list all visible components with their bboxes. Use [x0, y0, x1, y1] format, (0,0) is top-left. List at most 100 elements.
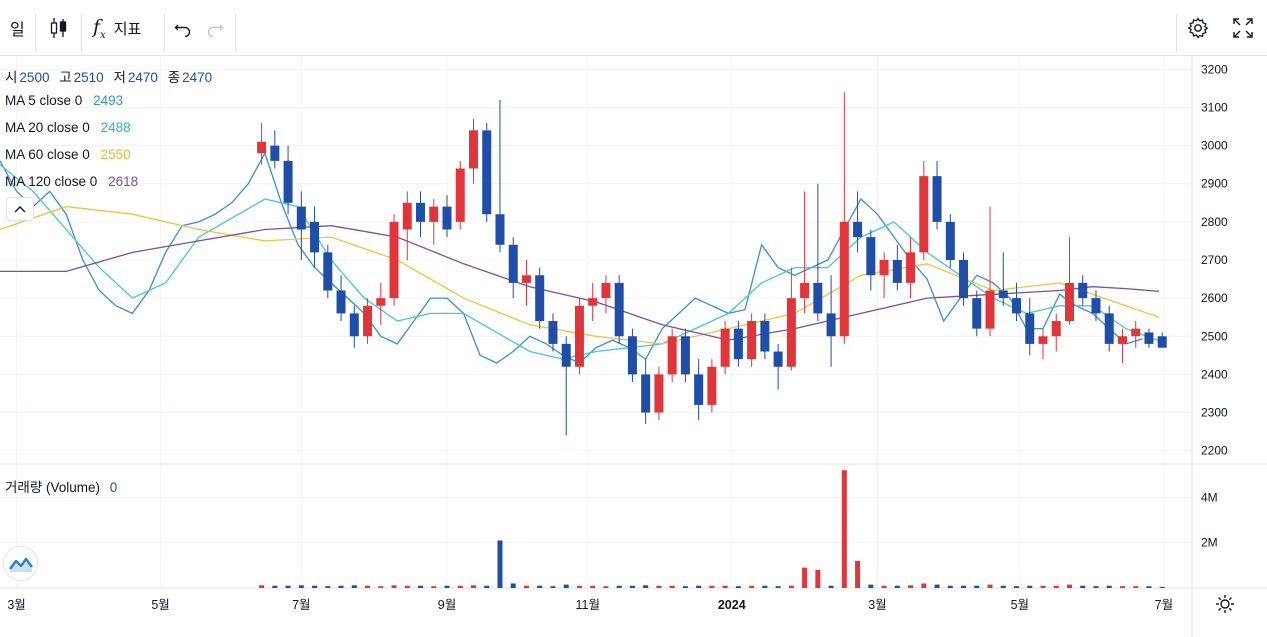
candles-icon [50, 18, 67, 38]
candle-body [389, 221, 399, 299]
candle-body [508, 244, 518, 283]
candle-body [813, 282, 823, 314]
candle-body [1038, 336, 1048, 344]
volume-bar [404, 585, 410, 588]
ma5-legend[interactable]: MA 5 close 0 2493 [5, 93, 125, 108]
candle [826, 275, 836, 367]
function-icon: fx [93, 15, 106, 41]
candle-body [627, 336, 637, 375]
candle-body [866, 237, 876, 276]
candle [972, 290, 982, 337]
ma5-value: 2493 [93, 93, 124, 108]
candle-body [879, 260, 889, 276]
ma20-label: MA 20 close 0 [5, 120, 90, 135]
price-tick-label: 2200 [1201, 444, 1228, 458]
candle [720, 321, 730, 375]
volume-bar [272, 585, 278, 588]
volume-bar [497, 540, 503, 588]
ohlc-legend: 시 2500 고 2510 저 2470 종 2470 [5, 66, 214, 86]
volume-bar [1159, 586, 1165, 588]
candle-body [416, 202, 426, 222]
toolbar-divider [164, 14, 165, 52]
candle [270, 130, 280, 169]
time-settings-button[interactable] [1214, 593, 1236, 620]
ma20-value: 2488 [100, 120, 131, 135]
volume-bar [590, 585, 596, 588]
candle-body [786, 298, 796, 367]
ma120-value: 2618 [108, 174, 139, 189]
candle-body [998, 290, 1008, 299]
candle [1104, 305, 1114, 352]
candle-body [601, 282, 611, 299]
candle [416, 191, 426, 238]
volume-bar [550, 586, 556, 588]
fullscreen-button[interactable] [1232, 14, 1254, 42]
undo-button[interactable] [174, 14, 192, 42]
volume-bar [418, 585, 424, 588]
close-label: 종 [167, 70, 181, 85]
chart-type-button[interactable] [49, 14, 69, 42]
volume-label: 거래량 (Volume) [5, 480, 101, 495]
candle [588, 282, 598, 322]
volume-bar [1040, 585, 1046, 588]
candle [667, 328, 677, 383]
candle-body [495, 214, 505, 245]
candle [296, 191, 306, 260]
candle [1157, 332, 1167, 348]
candle [402, 191, 412, 260]
candle [707, 359, 717, 413]
candle [1117, 328, 1127, 363]
indicators-button[interactable]: fx 지표 [93, 14, 141, 42]
candle [680, 328, 690, 383]
logo-icon [8, 557, 33, 572]
candle-body [800, 282, 810, 299]
candle-body [402, 202, 412, 230]
volume-bar [669, 585, 675, 588]
volume-bar [894, 585, 900, 588]
ma60-legend[interactable]: MA 60 close 0 2550 [5, 147, 133, 162]
candle [376, 282, 386, 325]
time-tick-label: 7월 [1155, 598, 1173, 612]
candle [521, 260, 531, 306]
interval-button[interactable]: 일 [10, 14, 25, 42]
tradingview-logo[interactable] [3, 546, 38, 581]
candle-body [574, 305, 584, 367]
candle [508, 237, 518, 299]
candle-body [588, 298, 598, 306]
time-tick-label: 3월 [7, 598, 25, 612]
volume-bar [365, 585, 371, 588]
volume-bar [1066, 584, 1072, 588]
price-tick-label: 3000 [1201, 139, 1228, 153]
volume-bar [457, 585, 463, 588]
volume-bar [974, 585, 980, 588]
candle [455, 160, 465, 230]
settings-button[interactable] [1186, 14, 1210, 42]
candle-body [932, 176, 942, 222]
volume-bar [312, 585, 318, 588]
volume-bar [1119, 586, 1125, 588]
candle [389, 214, 399, 306]
candle-body [959, 260, 969, 299]
candle [283, 145, 293, 215]
candle-body [376, 298, 386, 306]
volume-bar [616, 585, 622, 588]
volume-bar [722, 585, 728, 588]
volume-bar [298, 585, 304, 588]
volume-bar [775, 586, 781, 588]
volume-bar [537, 585, 543, 588]
collapse-legend-button[interactable] [6, 197, 34, 221]
candle-body [985, 290, 995, 329]
candle [535, 267, 545, 329]
candle-body [945, 221, 955, 260]
candle [932, 160, 942, 230]
volume-bar [484, 585, 490, 588]
ma20-legend[interactable]: MA 20 close 0 2488 [5, 120, 133, 135]
candle-body [1078, 282, 1088, 299]
redo-button[interactable] [206, 14, 224, 42]
price-volume-chart[interactable]: 2200 2300 2400 2500 2600 2700 2800 2900 3000 3100… [0, 56, 1267, 637]
volume-bar [735, 586, 741, 588]
ma120-legend[interactable]: MA 120 close 0 2618 [5, 174, 140, 189]
candle-body [972, 298, 982, 329]
time-tick-label: 9월 [438, 598, 456, 612]
candle [733, 321, 743, 367]
